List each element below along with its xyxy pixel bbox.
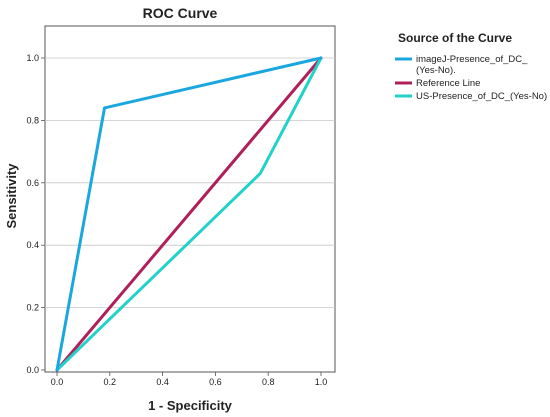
series-line-1 (55, 56, 323, 372)
x-tick-label-0: 0.0 (51, 377, 64, 387)
x-axis-label: 1 - Specificity (148, 398, 233, 413)
legend-label-0-0: imageJ-Presence_of_DC_ (416, 54, 528, 65)
y-tick-label-5: 1.0 (26, 53, 39, 63)
series-group (55, 56, 323, 372)
x-tick-label-3: 0.6 (209, 377, 222, 387)
legend-title: Source of the Curve (398, 31, 512, 45)
legend-label-0-1: (Yes-No). (416, 65, 456, 76)
y-tick-label-0: 0.0 (26, 365, 39, 375)
legend-label-1-0: Reference Line (416, 78, 480, 89)
axis-ticks: 0.0 0.2 0.4 0.6 0.8 1.0 0.0 0.2 0.4 0.6 0.8 1.0 (26, 53, 327, 387)
plot-area (44, 25, 336, 373)
x-tick-label-1: 0.2 (104, 377, 117, 387)
y-tick-label-3: 0.6 (26, 178, 39, 188)
y-tick-label-2: 0.4 (26, 240, 39, 250)
grid (45, 57, 335, 309)
chart-title: ROC Curve (143, 5, 218, 21)
y-tick-label-1: 0.2 (26, 303, 39, 313)
y-axis-label: Sensitivity (4, 163, 19, 229)
x-tick-label-2: 0.4 (156, 377, 169, 387)
legend: Source of the Curve imageJ-Presence_of_D… (395, 31, 547, 102)
y-tick-label-4: 0.8 (26, 115, 39, 125)
legend-label-2-0: US-Presence_of_DC_(Yes-No) (416, 91, 547, 102)
x-tick-label-5: 1.0 (315, 377, 328, 387)
series-line-0 (55, 56, 323, 372)
x-tick-label-4: 0.8 (262, 377, 275, 387)
series-line-2 (55, 56, 323, 372)
